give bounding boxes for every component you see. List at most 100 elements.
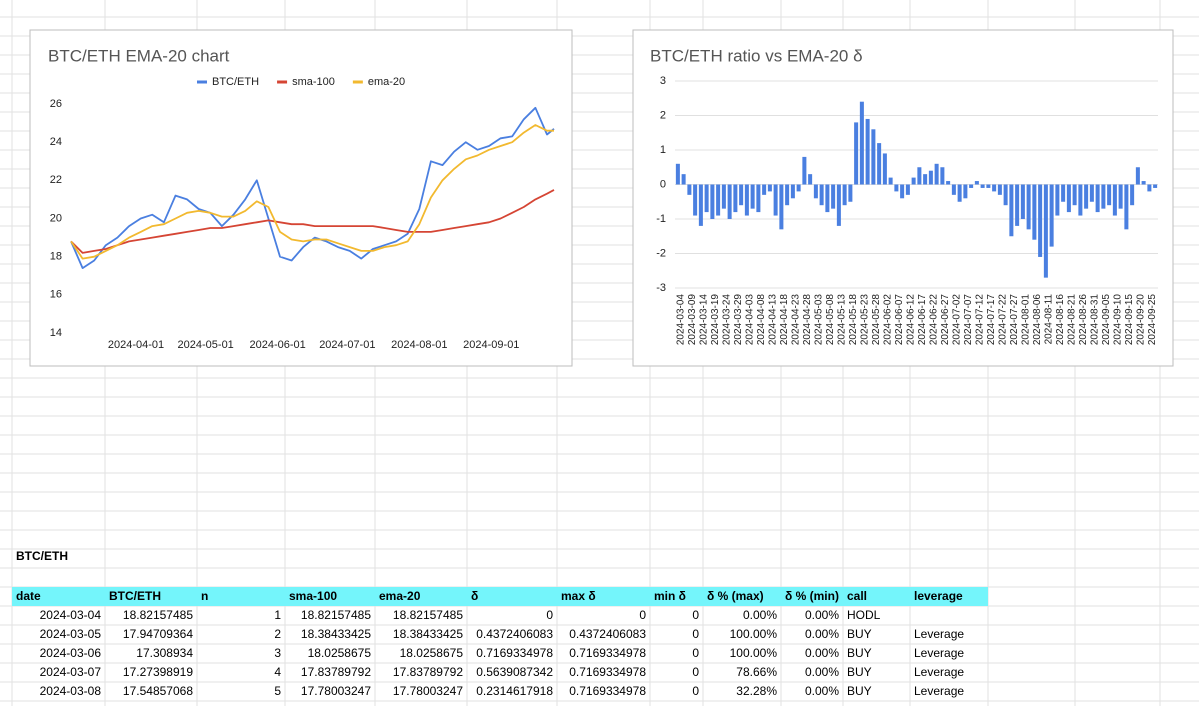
cell: 0.00% bbox=[805, 665, 839, 679]
bar bbox=[963, 184, 968, 199]
x-tick-label: 2024-08-26 bbox=[1078, 294, 1089, 346]
column-header: ema-20 bbox=[379, 589, 421, 603]
cell: 100.00% bbox=[730, 627, 778, 641]
bar bbox=[744, 184, 749, 216]
series-line bbox=[70, 124, 554, 260]
cell: HODL bbox=[847, 608, 881, 622]
y-tick-label: 3 bbox=[660, 75, 666, 87]
cell: 0.7169334978 bbox=[569, 684, 646, 698]
x-tick-label: 2024-03-09 bbox=[687, 294, 698, 346]
x-tick-label: 2024-06-12 bbox=[906, 294, 917, 346]
cell: 17.78003247 bbox=[301, 684, 371, 698]
x-tick-label: 2024-07-12 bbox=[975, 294, 986, 346]
bar bbox=[802, 156, 807, 185]
x-tick-label: 2024-03-14 bbox=[699, 294, 710, 346]
bar bbox=[940, 167, 945, 185]
x-tick-label: 2024-06-27 bbox=[940, 294, 951, 346]
bar bbox=[1026, 184, 1031, 230]
cell: 0 bbox=[692, 627, 699, 641]
bar bbox=[1015, 184, 1020, 226]
series-line bbox=[70, 106, 555, 269]
cell: 17.83789792 bbox=[393, 665, 463, 679]
bar bbox=[1009, 184, 1014, 237]
bar bbox=[756, 184, 761, 213]
bar bbox=[1141, 181, 1146, 185]
y-tick-label: -3 bbox=[656, 282, 666, 294]
bar bbox=[1049, 184, 1054, 247]
bar bbox=[675, 163, 680, 185]
bar bbox=[888, 177, 893, 185]
bar bbox=[905, 184, 910, 195]
chart-title: BTC/ETH EMA-20 chart bbox=[48, 46, 230, 65]
cell: 17.83789792 bbox=[301, 665, 371, 679]
y-tick-label: 1 bbox=[660, 144, 666, 156]
column-header: leverage bbox=[914, 589, 963, 603]
bar bbox=[796, 184, 801, 192]
bar bbox=[877, 143, 882, 185]
cell: Leverage bbox=[914, 646, 964, 660]
y-tick-label: 24 bbox=[50, 136, 62, 148]
x-tick-label: 2024-09-20 bbox=[1136, 294, 1147, 346]
x-tick-label: 2024-06-01 bbox=[250, 339, 306, 351]
legend-label: BTC/ETH bbox=[212, 76, 259, 88]
bar bbox=[693, 184, 698, 216]
cell: BUY bbox=[847, 665, 872, 679]
bar bbox=[986, 184, 991, 188]
bar bbox=[1043, 184, 1048, 278]
cell: 17.94709364 bbox=[123, 627, 193, 641]
y-tick-label: -2 bbox=[656, 247, 666, 259]
bar bbox=[957, 184, 962, 202]
bar bbox=[808, 174, 813, 185]
cell: Leverage bbox=[914, 627, 964, 641]
bar bbox=[819, 184, 824, 206]
x-tick-label: 2024-08-06 bbox=[1032, 294, 1043, 346]
x-tick-label: 2024-07-17 bbox=[986, 294, 997, 346]
bar bbox=[997, 184, 1002, 195]
x-tick-label: 2024-04-28 bbox=[802, 294, 813, 346]
bar bbox=[854, 122, 859, 185]
legend-label: ema-20 bbox=[368, 76, 405, 88]
cell: 0 bbox=[546, 608, 553, 622]
x-tick-label: 2024-08-01 bbox=[1021, 294, 1032, 346]
x-tick-label: 2024-05-23 bbox=[860, 294, 871, 346]
bar bbox=[1153, 184, 1158, 188]
y-tick-label: 26 bbox=[50, 98, 62, 110]
bar bbox=[1112, 184, 1117, 216]
bar bbox=[785, 184, 790, 206]
bar bbox=[716, 184, 721, 216]
sheet-title: BTC/ETH bbox=[16, 549, 68, 563]
x-tick-label: 2024-05-18 bbox=[848, 294, 859, 346]
column-header: δ bbox=[471, 589, 478, 603]
column-header: call bbox=[847, 589, 867, 603]
bar bbox=[762, 184, 767, 195]
x-tick-label: 2024-05-13 bbox=[837, 294, 848, 346]
bar bbox=[1135, 167, 1140, 185]
bar bbox=[1107, 184, 1112, 206]
bar bbox=[727, 184, 732, 219]
cell: 17.308934 bbox=[136, 646, 193, 660]
bar bbox=[865, 118, 870, 185]
x-tick-label: 2024-06-22 bbox=[929, 294, 940, 346]
bar bbox=[739, 184, 744, 206]
bar bbox=[928, 170, 933, 185]
bar bbox=[980, 184, 985, 188]
bar bbox=[1084, 184, 1089, 209]
cell: 5 bbox=[274, 684, 281, 698]
bar bbox=[946, 181, 951, 185]
bar bbox=[1055, 184, 1060, 216]
y-tick-label: 22 bbox=[50, 174, 62, 186]
x-tick-label: 2024-08-31 bbox=[1090, 294, 1101, 346]
cell: 0.2314617918 bbox=[476, 684, 553, 698]
column-header: min δ bbox=[654, 589, 686, 603]
bar bbox=[923, 174, 928, 185]
x-tick-label: 2024-07-07 bbox=[963, 294, 974, 346]
cell: 0.7169334978 bbox=[569, 646, 646, 660]
cell: 4 bbox=[274, 665, 281, 679]
bar bbox=[813, 184, 818, 199]
x-tick-label: 2024-03-29 bbox=[733, 294, 744, 346]
column-header: date bbox=[16, 589, 41, 603]
x-tick-label: 2024-08-11 bbox=[1044, 294, 1055, 345]
bar bbox=[710, 184, 715, 219]
cell: 0 bbox=[692, 684, 699, 698]
